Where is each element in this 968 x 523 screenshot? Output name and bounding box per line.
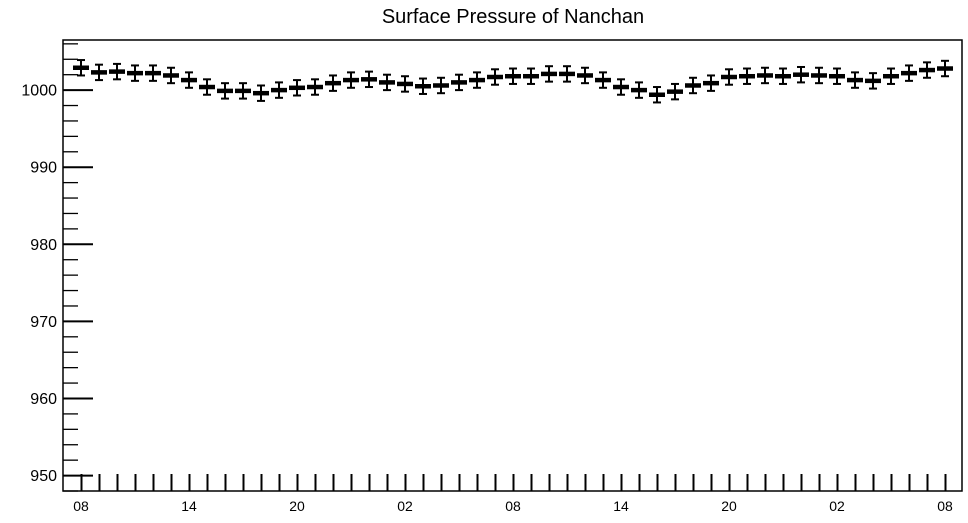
y-tick-label: 960	[30, 391, 57, 408]
data-point	[613, 78, 629, 96]
data-point	[325, 74, 341, 92]
x-tick-label: 14	[181, 498, 197, 514]
data-point	[703, 74, 719, 92]
data-point	[865, 72, 881, 90]
data-point	[685, 76, 701, 95]
data-point	[757, 66, 773, 85]
data-point	[721, 68, 737, 86]
data-point	[793, 65, 809, 84]
data-point	[829, 67, 845, 85]
data-point	[73, 59, 89, 77]
data-point	[631, 81, 647, 99]
data-point	[667, 82, 683, 101]
x-axis: 08 14 20 02 08 14 20 02 08	[73, 474, 953, 514]
data-point	[361, 70, 377, 89]
y-tick-label: 950	[30, 468, 57, 485]
data-point	[307, 78, 323, 96]
data-point	[451, 73, 467, 92]
data-point	[559, 65, 575, 83]
data-point	[577, 66, 593, 85]
data-point	[271, 81, 287, 99]
plot-border	[62, 39, 963, 492]
y-axis: 950 960 970 980 990 1000	[21, 43, 93, 492]
data-point	[397, 75, 413, 93]
data-point	[847, 71, 863, 89]
pressure-series	[73, 59, 953, 104]
y-tick-label: 990	[30, 160, 57, 177]
data-point	[433, 76, 449, 95]
data-point	[109, 62, 125, 81]
data-point	[253, 84, 269, 102]
y-tick-label: 1000	[21, 83, 57, 100]
data-point	[289, 79, 305, 97]
x-tick-label: 14	[613, 498, 629, 514]
data-point	[937, 59, 953, 78]
data-point	[343, 71, 359, 89]
data-point	[541, 65, 557, 83]
data-point	[739, 67, 755, 85]
data-point	[811, 66, 827, 85]
data-point	[127, 64, 143, 82]
data-point	[523, 67, 539, 85]
data-point	[235, 82, 251, 100]
data-point	[415, 77, 431, 95]
y-tick-label: 980	[30, 237, 57, 254]
x-tick-label: 08	[505, 498, 521, 514]
chart-title: Surface Pressure of Nanchan	[382, 6, 644, 28]
data-point	[919, 61, 935, 79]
x-tick-label: 20	[289, 498, 305, 514]
data-point	[901, 64, 917, 82]
plot-frame	[62, 39, 963, 492]
data-point	[883, 67, 899, 85]
data-point	[163, 66, 179, 85]
data-point	[775, 67, 791, 85]
data-point	[595, 71, 611, 89]
x-tick-label: 08	[73, 498, 89, 514]
data-point	[199, 78, 215, 96]
x-tick-label: 08	[937, 498, 953, 514]
data-point	[469, 71, 485, 89]
data-point	[649, 86, 665, 104]
data-point	[181, 71, 197, 89]
x-tick-label: 20	[721, 498, 737, 514]
data-point	[145, 64, 161, 82]
data-point	[379, 73, 395, 92]
data-point	[505, 67, 521, 85]
data-point	[217, 82, 233, 100]
data-point	[487, 68, 503, 86]
x-tick-label: 02	[397, 498, 413, 514]
y-tick-label: 970	[30, 314, 57, 331]
data-point	[91, 63, 107, 82]
x-tick-label: 02	[829, 498, 845, 514]
